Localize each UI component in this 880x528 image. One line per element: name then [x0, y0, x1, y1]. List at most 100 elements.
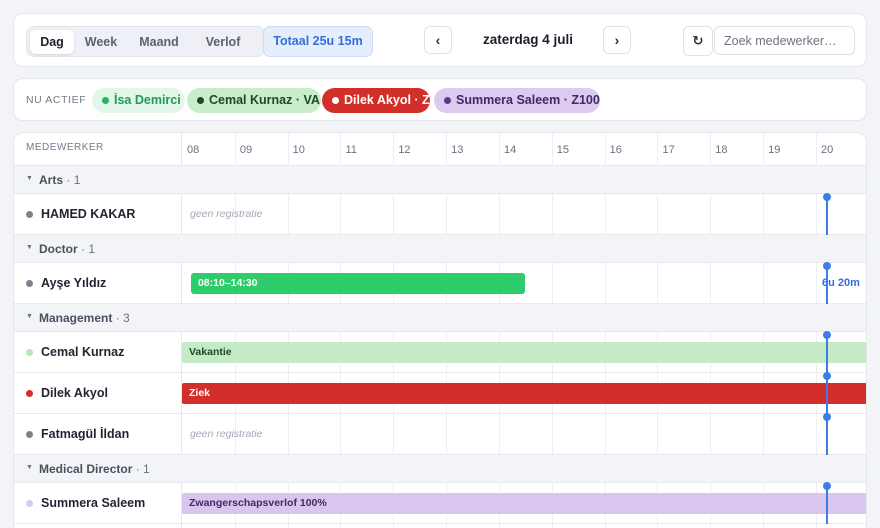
status-dot-icon	[102, 97, 109, 104]
view-month-button[interactable]: Maand	[139, 35, 179, 49]
timeline-grid: MEDEWERKER 08 09 10 11 12 13 14 15 16 17 18 19 20 ▼ A…	[13, 132, 867, 528]
current-date: zaterdag 4 juli	[482, 32, 574, 47]
view-switcher: Dag Week Maand Verlof	[26, 26, 265, 57]
current-time-line	[825, 414, 828, 455]
group-name: Arts	[39, 173, 64, 187]
duration-label: 6u 20m	[822, 276, 860, 289]
chevron-right-icon: ›	[614, 32, 620, 48]
hour-label: 12	[398, 144, 411, 156]
leave-bar[interactable]: Ziek	[182, 383, 866, 404]
no-registration-text: geen registratie	[190, 427, 263, 440]
active-chip[interactable]: İsa Demirci	[92, 88, 185, 113]
employee-row[interactable]: HAMED KAKAR geen registratie	[14, 194, 866, 235]
group-header[interactable]: ▼ Management · 3	[14, 304, 866, 332]
leave-bar[interactable]: Vakantie	[182, 342, 866, 363]
prev-day-button[interactable]: ‹	[424, 26, 452, 54]
refresh-icon: ↻	[692, 33, 704, 48]
hour-label: 09	[239, 144, 253, 156]
status-dot-icon	[332, 97, 339, 104]
view-week-button[interactable]: Week	[84, 35, 118, 49]
employee-name[interactable]: Fatmagül İldan	[41, 426, 130, 441]
current-time-line	[825, 373, 828, 414]
chevron-left-icon: ‹	[435, 32, 441, 48]
active-now-label: NU ACTIEF	[26, 94, 87, 106]
refresh-button[interactable]: ↻	[683, 26, 713, 56]
hour-label: 19	[768, 144, 781, 156]
employee-column-header: MEDEWERKER	[26, 142, 104, 153]
hour-label: 18	[715, 144, 728, 156]
active-chip-label: Cemal Kurnaz · VA	[209, 93, 320, 107]
status-dot-icon	[444, 97, 451, 104]
current-time-line	[825, 332, 828, 373]
employee-name[interactable]: Ayşe Yıldız	[41, 275, 107, 290]
next-day-button[interactable]: ›	[603, 26, 631, 54]
status-dot-icon	[197, 97, 204, 104]
group-header[interactable]: ▼ Doctor · 1	[14, 235, 866, 263]
caret-down-icon: ▼	[26, 175, 33, 182]
active-chip[interactable]: Summera Saleem · Z100	[434, 88, 600, 113]
hour-label: 08	[187, 144, 200, 156]
employee-row[interactable]: Cemal Kurnaz Vakantie	[14, 332, 866, 373]
group-label: Management · 3	[39, 311, 130, 325]
toolbar: Dag Week Maand Verlof Totaal 25u 15m ‹ z…	[13, 13, 867, 67]
active-chip[interactable]: Dilek Akyol · Z	[322, 88, 430, 113]
active-now-bar: NU ACTIEF İsa Demirci Cemal Kurnaz · VA Di…	[13, 78, 867, 121]
hour-label: 17	[662, 144, 675, 156]
status-dot-icon	[26, 499, 33, 507]
status-dot-icon	[26, 348, 33, 356]
active-chip-label: Dilek Akyol · Z	[344, 93, 430, 107]
group-count: · 1	[66, 173, 81, 187]
group-count: · 3	[115, 311, 130, 325]
group-label: Medical Director · 1	[39, 462, 150, 476]
group-label: Doctor · 1	[39, 242, 95, 256]
hour-label: 14	[503, 144, 517, 156]
employee-name[interactable]: HAMED KAKAR	[41, 206, 136, 221]
current-time-marker-icon	[822, 262, 831, 270]
active-chip[interactable]: Cemal Kurnaz · VA	[187, 88, 321, 113]
active-chip-label: Summera Saleem · Z100	[456, 93, 600, 107]
status-dot-icon	[26, 210, 33, 218]
shift-bar[interactable]: 08:10–14:30	[190, 273, 526, 294]
current-time-marker-icon	[822, 413, 831, 421]
hour-label: 10	[292, 144, 305, 156]
group-header[interactable]: ▼ Arts · 1	[14, 166, 866, 194]
view-day-button[interactable]: Dag	[30, 30, 74, 54]
employee-name[interactable]: Dilek Akyol	[41, 385, 108, 400]
current-time-marker-icon	[822, 331, 831, 339]
employee-row[interactable]: Fatmagül İldan geen registratie	[14, 414, 866, 455]
group-header[interactable]: ▼ Medical Director · 1	[14, 455, 866, 483]
current-time-line	[825, 263, 828, 304]
group-name: Management	[39, 311, 113, 325]
timeline-header: MEDEWERKER 08 09 10 11 12 13 14 15 16 17 18 19 20	[14, 133, 866, 166]
current-time-marker-icon	[822, 372, 831, 380]
group-label: Arts · 1	[39, 173, 80, 187]
hour-label: 16	[609, 144, 622, 156]
employee-name[interactable]: Cemal Kurnaz	[41, 344, 125, 359]
status-dot-icon	[26, 430, 33, 438]
view-leave-button[interactable]: Verlof	[205, 35, 241, 49]
current-time-marker-icon	[822, 193, 831, 201]
hour-label: 20	[820, 144, 834, 156]
employee-row[interactable]: Summera Saleem Zwangerschapsverlof 100%	[14, 483, 866, 524]
status-dot-icon	[26, 389, 33, 397]
search-input[interactable]	[714, 26, 855, 55]
caret-down-icon: ▼	[26, 244, 33, 251]
current-time-line	[825, 194, 828, 235]
current-time-marker-icon	[822, 482, 831, 490]
employee-name[interactable]: Summera Saleem	[41, 495, 146, 510]
hour-label: 15	[556, 144, 570, 156]
leave-bar[interactable]: Zwangerschapsverlof 100%	[182, 493, 866, 514]
group-name: Medical Director	[39, 462, 133, 476]
total-hours-badge: Totaal 25u 15m	[263, 26, 373, 57]
hour-label: 11	[345, 144, 357, 156]
caret-down-icon: ▼	[26, 313, 33, 320]
hour-label: 13	[451, 144, 464, 156]
employee-row[interactable]: Dilek Akyol Ziek	[14, 373, 866, 414]
no-registration-text: geen registratie	[190, 207, 263, 220]
active-chip-label: İsa Demirci	[114, 93, 181, 107]
group-count: · 1	[135, 462, 150, 476]
status-dot-icon	[26, 279, 33, 287]
current-time-line	[825, 483, 828, 524]
group-name: Doctor	[39, 242, 78, 256]
employee-row[interactable]: Ayşe Yıldız 08:10–14:30 6u 20m	[14, 263, 866, 304]
